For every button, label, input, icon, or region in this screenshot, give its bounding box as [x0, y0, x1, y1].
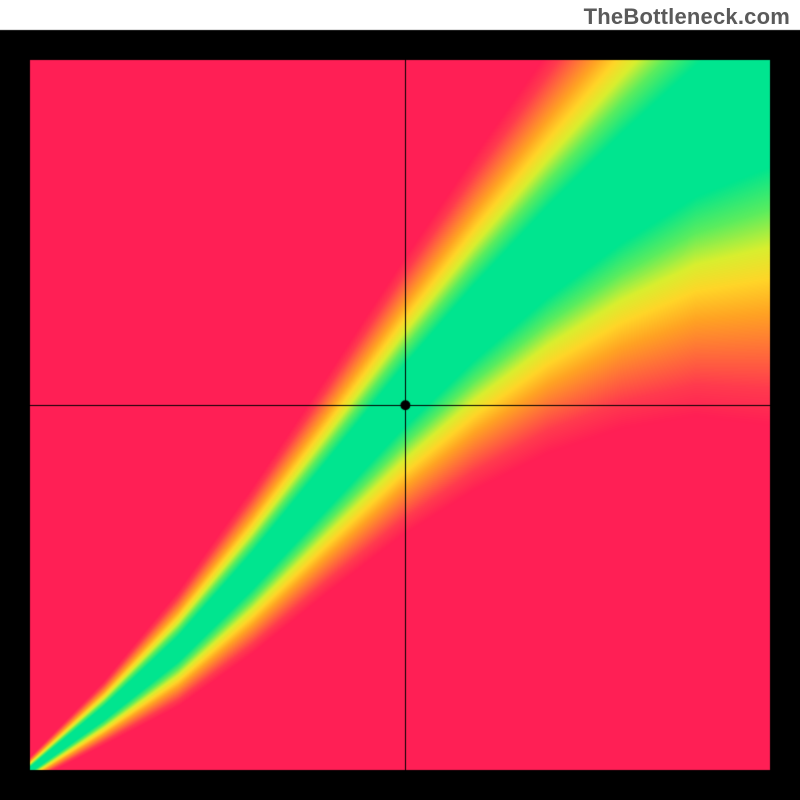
bottleneck-heatmap: [0, 0, 800, 800]
watermark-text: TheBottleneck.com: [584, 4, 790, 30]
